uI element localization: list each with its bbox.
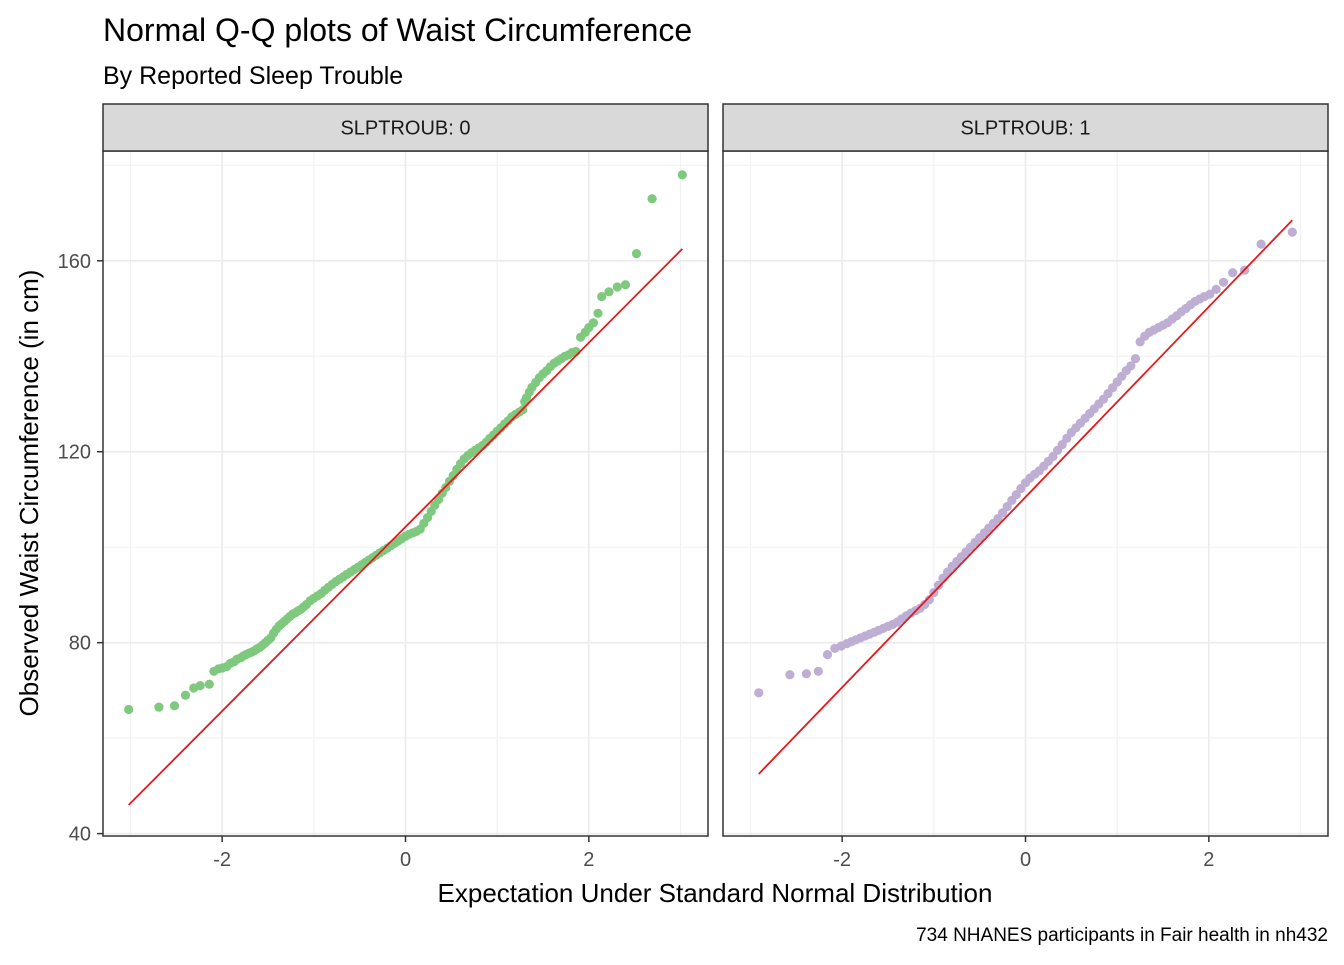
data-point [647, 194, 657, 204]
chart-caption: 734 NHANES participants in Fair health i… [916, 925, 1328, 946]
data-point [612, 282, 622, 292]
data-point [180, 690, 191, 700]
data-point [933, 580, 944, 591]
facet-strip-label: SLPTROUB: 0 [340, 118, 470, 140]
data-point [801, 669, 812, 679]
data-point [588, 318, 599, 328]
chart-subtitle: By Reported Sleep Trouble [103, 62, 403, 90]
data-point [204, 679, 214, 689]
data-point [822, 650, 833, 660]
facet-panels: SLPTROUB: 0 -2 0 2 SLPTROUB: 1 -2 0 2 40 80 120 160 [58, 103, 1329, 871]
qq-reference-line [128, 248, 683, 806]
x-tick-label: 2 [583, 849, 594, 871]
data-point [1256, 239, 1266, 249]
data-point [785, 670, 795, 680]
x-tick-label: 2 [1203, 849, 1214, 871]
chart-title: Normal Q-Q plots of Waist Circumference [103, 12, 692, 48]
data-point [620, 280, 631, 290]
data-point [754, 688, 764, 698]
facet-strip-label: SLPTROUB: 1 [960, 118, 1090, 140]
y-tick-label: 120 [58, 442, 91, 464]
data-point [813, 666, 823, 676]
data-point [604, 287, 614, 297]
data-point [195, 681, 205, 691]
data-point [1228, 268, 1238, 278]
facet-panel-1: SLPTROUB: 1 -2 0 2 [722, 103, 1329, 871]
data-point [631, 249, 642, 259]
x-tick-label: -2 [833, 849, 851, 871]
data-point [677, 170, 687, 180]
data-point [169, 701, 180, 711]
y-axis: 40 80 120 160 [58, 251, 103, 846]
data-point [1205, 289, 1215, 299]
data-point [154, 702, 164, 712]
x-tick-label: 0 [400, 849, 411, 871]
data-point [1130, 354, 1141, 364]
y-axis-title: Observed Waist Circumference (in cm) [14, 270, 44, 717]
facet-strip [722, 103, 1329, 152]
facet-strip [102, 103, 709, 152]
facet-panel-0: SLPTROUB: 0 -2 0 2 [102, 103, 709, 871]
y-tick-label: 40 [69, 824, 91, 846]
y-tick-label: 160 [58, 251, 91, 273]
data-point [597, 292, 607, 302]
y-tick-label: 80 [69, 633, 91, 655]
x-axis-title: Expectation Under Standard Normal Distri… [438, 878, 993, 908]
data-point [1126, 361, 1136, 371]
data-point [593, 308, 603, 318]
x-tick-label: 0 [1020, 849, 1031, 871]
data-point [1287, 227, 1297, 237]
data-point [924, 595, 934, 605]
data-point [1211, 284, 1221, 294]
qq-reference-line [758, 219, 1293, 775]
data-point [1218, 277, 1229, 287]
x-tick-label: -2 [213, 849, 231, 871]
data-point [124, 704, 134, 715]
